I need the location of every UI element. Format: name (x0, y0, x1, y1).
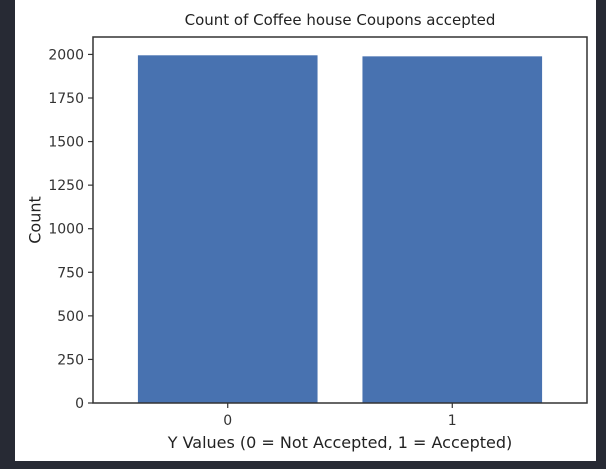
bar-chart: Count of Coffee house Coupons accepted 0… (26, 11, 588, 452)
y-tick-label: 2000 (48, 47, 84, 63)
bars-group (137, 55, 543, 404)
y-tick-label: 750 (57, 265, 84, 281)
x-tick-label: 1 (448, 413, 457, 429)
y-axis-ticks: 0 250 500 750 1000 1250 1500 1750 2000 (48, 47, 93, 412)
chart-title: Count of Coffee house Coupons accepted (185, 11, 496, 29)
bar-1 (362, 56, 543, 404)
bar-0 (137, 55, 318, 404)
y-tick-label: 1750 (48, 91, 84, 107)
x-tick-label: 0 (223, 413, 232, 429)
y-tick-label: 0 (75, 396, 84, 412)
y-axis-label: Count (26, 196, 45, 244)
y-tick-label: 1500 (48, 135, 84, 151)
x-axis-label: Y Values (0 = Not Accepted, 1 = Accepted… (167, 433, 513, 452)
y-tick-label: 250 (57, 352, 84, 368)
y-tick-label: 1250 (48, 178, 84, 194)
y-tick-label: 500 (57, 309, 84, 325)
chart-figure: Count of Coffee house Coupons accepted 0… (15, 0, 596, 461)
y-tick-label: 1000 (48, 222, 84, 238)
plot-frame (92, 36, 588, 404)
